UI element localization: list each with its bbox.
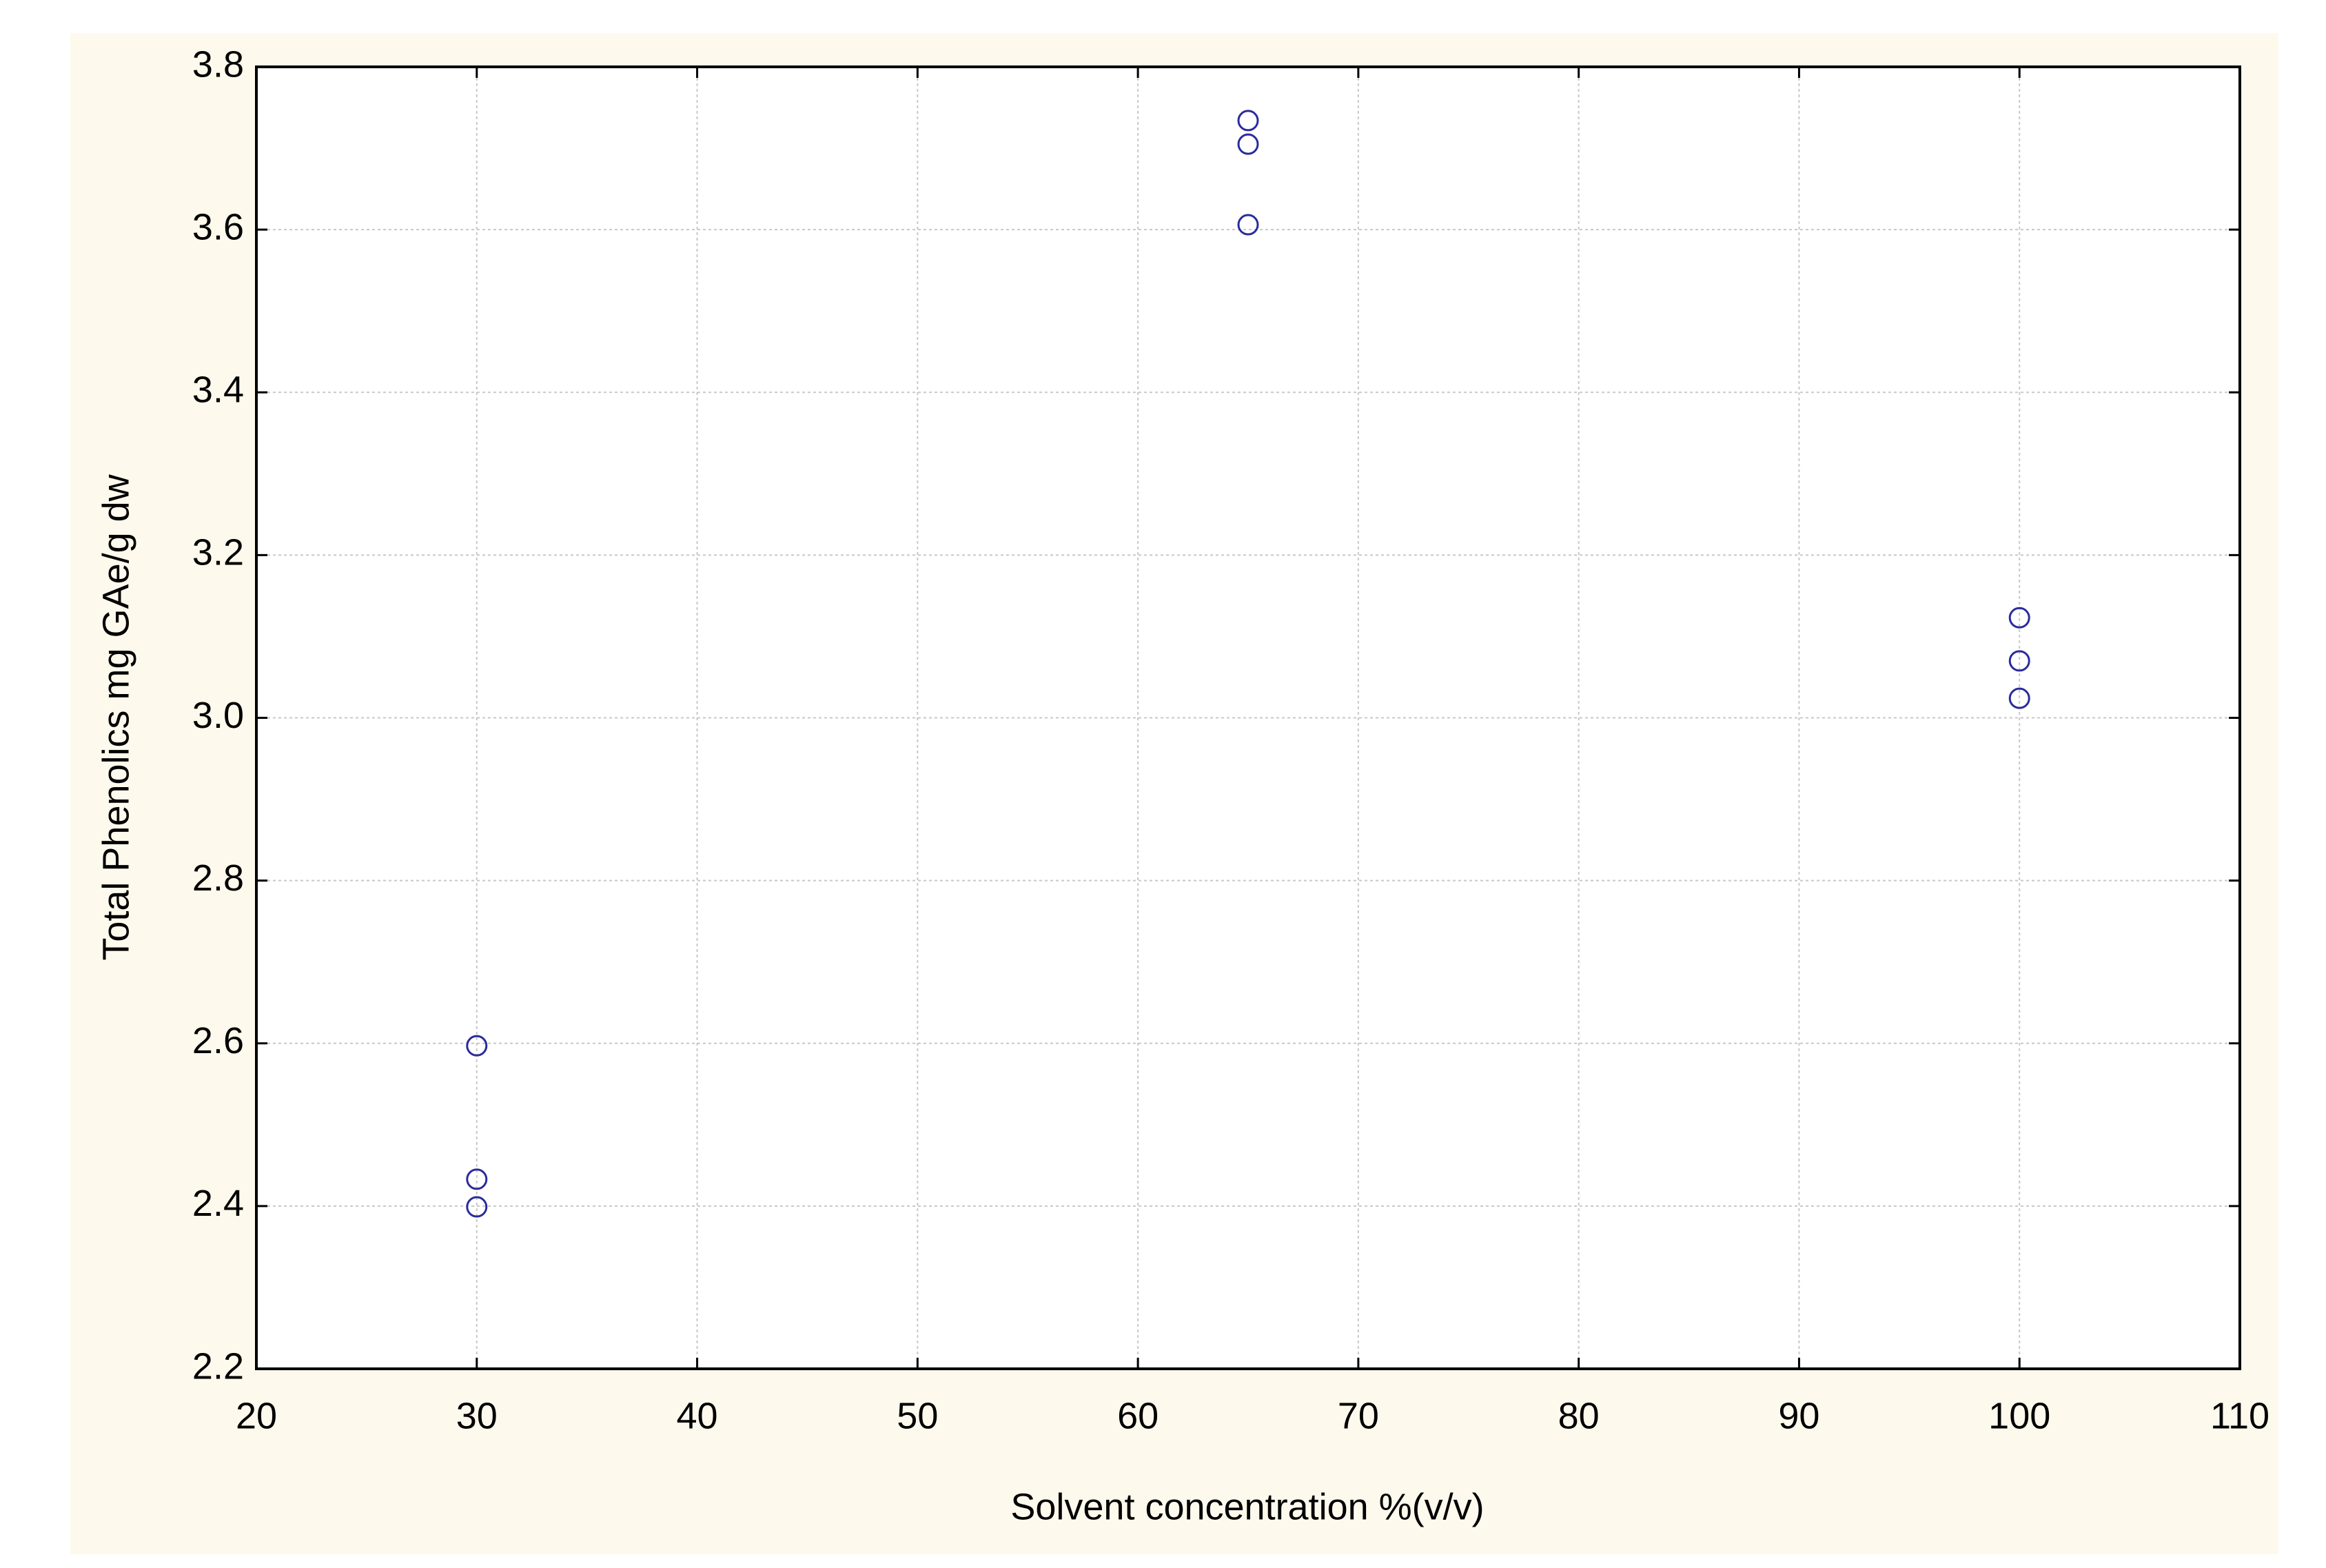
y-tick-label: 3.6 xyxy=(192,206,244,247)
x-tick-label: 60 xyxy=(1117,1395,1159,1436)
y-tick-label: 3.0 xyxy=(192,695,244,736)
y-tick-label: 2.8 xyxy=(192,857,244,899)
point xyxy=(1237,110,1259,132)
x-tick-label: 50 xyxy=(897,1395,938,1436)
point xyxy=(466,1035,488,1057)
x-axis-title: Solvent concentration %(v/v) xyxy=(1010,1486,1484,1527)
y-tick-label: 3.8 xyxy=(192,43,244,85)
point xyxy=(1237,133,1259,155)
y-tick-label: 2.4 xyxy=(192,1183,244,1224)
y-tick-label: 2.2 xyxy=(192,1345,244,1387)
x-tick-label: 100 xyxy=(1988,1395,2050,1436)
point xyxy=(1237,214,1259,236)
point xyxy=(2008,687,2030,709)
point xyxy=(2008,607,2030,629)
point xyxy=(2008,650,2030,672)
y-tick-label: 3.4 xyxy=(192,369,244,411)
point xyxy=(466,1196,488,1218)
plot-frame xyxy=(255,65,2241,1370)
y-axis-title: Total Phenolics mg GAe/g dw xyxy=(95,474,136,960)
x-tick-label: 70 xyxy=(1338,1395,1379,1436)
x-tick-label: 90 xyxy=(1778,1395,1819,1436)
point xyxy=(466,1168,488,1190)
x-tick-label: 30 xyxy=(456,1395,498,1436)
plot-area xyxy=(256,67,2240,1369)
x-tick-label: 40 xyxy=(677,1395,718,1436)
x-tick-label: 20 xyxy=(236,1395,277,1436)
x-tick-label: 110 xyxy=(2210,1395,2269,1436)
y-tick-label: 2.6 xyxy=(192,1020,244,1061)
y-tick-label: 3.2 xyxy=(192,532,244,573)
x-tick-label: 80 xyxy=(1558,1395,1600,1436)
